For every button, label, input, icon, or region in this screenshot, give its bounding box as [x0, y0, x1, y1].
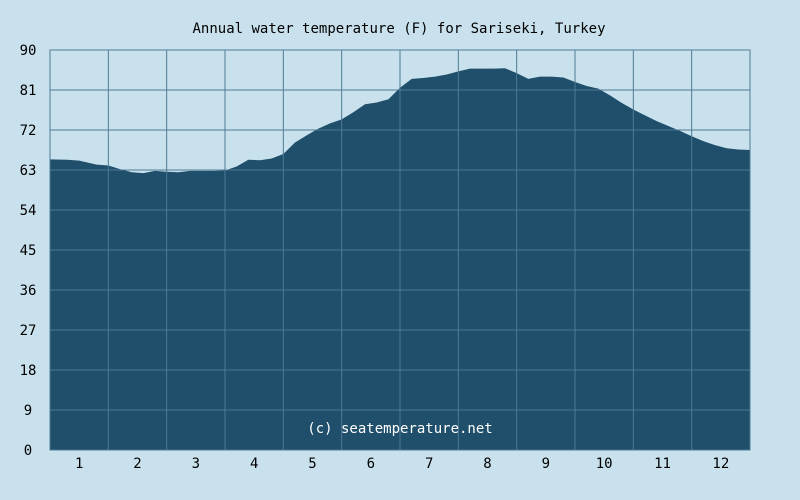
- watermark-text: (c) seatemperature.net: [307, 421, 492, 437]
- x-tick-label: 8: [483, 456, 491, 472]
- y-tick-label: 18: [20, 363, 37, 379]
- y-tick-label: 0: [24, 443, 32, 459]
- x-tick-label: 10: [596, 456, 613, 472]
- x-tick-label: 3: [192, 456, 200, 472]
- x-tick-label: 9: [542, 456, 550, 472]
- y-tick-label: 54: [20, 203, 37, 219]
- x-tick-label: 6: [367, 456, 375, 472]
- x-tick-label: 11: [654, 456, 671, 472]
- y-tick-label: 45: [20, 243, 37, 259]
- x-tick-label: 2: [133, 456, 141, 472]
- x-axis-ticks: 1 2 3 4 5 6 7 8 9 10 11 12: [75, 456, 729, 472]
- y-tick-label: 36: [20, 283, 37, 299]
- y-tick-label: 72: [20, 123, 37, 139]
- y-tick-label: 27: [20, 323, 37, 339]
- plot-border: [49, 49, 751, 451]
- x-tick-label: 12: [712, 456, 729, 472]
- y-tick-label: 81: [20, 83, 37, 99]
- x-tick-label: 5: [308, 456, 316, 472]
- y-axis-ticks: 0 9 18 27 36 45 54 63 72 81 90: [20, 43, 37, 459]
- x-tick-label: 1: [75, 456, 83, 472]
- y-tick-label: 9: [24, 403, 32, 419]
- x-tick-label: 7: [425, 456, 433, 472]
- chart-title: Annual water temperature (F) for Sarisek…: [192, 21, 605, 37]
- y-tick-label: 90: [20, 43, 37, 59]
- y-tick-label: 63: [20, 163, 37, 179]
- x-tick-label: 4: [250, 456, 258, 472]
